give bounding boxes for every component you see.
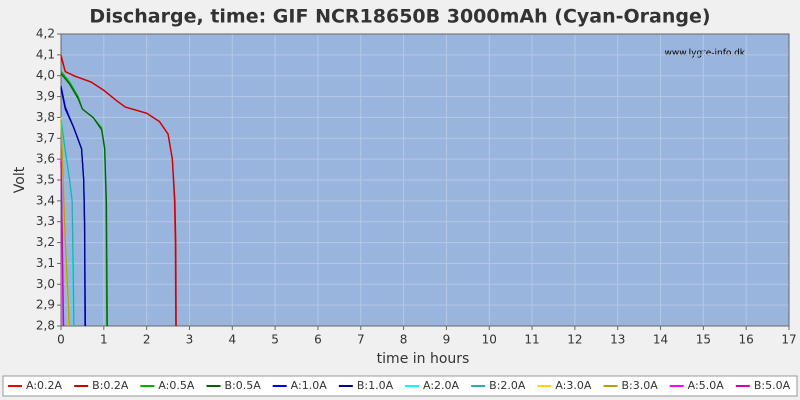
- y-tick-label: 2,9: [36, 298, 55, 312]
- y-tick-label: 3,7: [36, 131, 55, 145]
- x-tick-label: 5: [271, 333, 279, 347]
- y-tick-label: 3,1: [36, 256, 55, 270]
- annotation: www.lygte-info.dk: [665, 49, 746, 59]
- x-tick-label: 11: [524, 333, 539, 347]
- y-tick-label: 3,2: [36, 235, 55, 249]
- line: [60, 88, 87, 327]
- x-tick-label: 1: [100, 333, 108, 347]
- y-tick-label: 3,6: [36, 152, 55, 166]
- legend-label: B:3.0A: [622, 379, 659, 392]
- legend-label: A:2.0A: [423, 379, 460, 392]
- x-tick-label: 16: [739, 333, 754, 347]
- legend-label: B:5.0A: [754, 379, 791, 392]
- line: [60, 119, 75, 327]
- legend-label: B:0.5A: [225, 379, 262, 392]
- legend-label: A:1.0A: [291, 379, 328, 392]
- x-tick-label: 15: [696, 333, 711, 347]
- y-tick-label: 4,1: [36, 47, 55, 61]
- legend-label: A:0.5A: [158, 379, 195, 392]
- line: [60, 73, 108, 327]
- x-tick-label: 10: [482, 333, 497, 347]
- x-tick-label: 12: [567, 333, 582, 347]
- x-tick-label: 14: [653, 333, 668, 347]
- legend-label: B:2.0A: [489, 379, 526, 392]
- x-tick-label: 3: [186, 333, 194, 347]
- line: [60, 161, 65, 327]
- x-tick-label: 6: [314, 333, 322, 347]
- legend-label: A:5.0A: [688, 379, 725, 392]
- x-tick-label: 8: [400, 333, 408, 347]
- y-tick-label: 3,5: [36, 173, 55, 187]
- legend-label: B:0.2A: [92, 379, 129, 392]
- x-tick-label: 0: [57, 333, 65, 347]
- legend-label: A:0.2A: [26, 379, 63, 392]
- y-tick-label: 3,8: [36, 110, 55, 124]
- x-tick-label: 7: [357, 333, 365, 347]
- y-tick-label: 2,8: [36, 319, 55, 333]
- line: [60, 56, 177, 327]
- x-axis-label: time in hours: [377, 351, 470, 367]
- x-tick-label: 2: [143, 333, 151, 347]
- chart-title: Discharge, time: GIF NCR18650B 3000mAh (…: [89, 6, 710, 28]
- y-tick-label: 4,0: [36, 68, 55, 82]
- legend-label: A:3.0A: [555, 379, 592, 392]
- y-tick-label: 3,0: [36, 277, 55, 291]
- y-tick-label: 3,9: [36, 89, 55, 103]
- legend-label: B:1.0A: [357, 379, 394, 392]
- legend: [2, 375, 798, 397]
- x-tick-label: 17: [781, 333, 796, 347]
- x-tick-label: 9: [443, 333, 451, 347]
- y-tick-label: 3,3: [36, 214, 55, 228]
- y-tick-label: 3,4: [36, 193, 55, 207]
- line: [60, 119, 70, 327]
- y-axis-label: Volt: [12, 166, 28, 193]
- x-tick-label: 4: [228, 333, 236, 347]
- x-tick-label: 13: [610, 333, 625, 347]
- y-tick-label: 4,2: [36, 27, 55, 41]
